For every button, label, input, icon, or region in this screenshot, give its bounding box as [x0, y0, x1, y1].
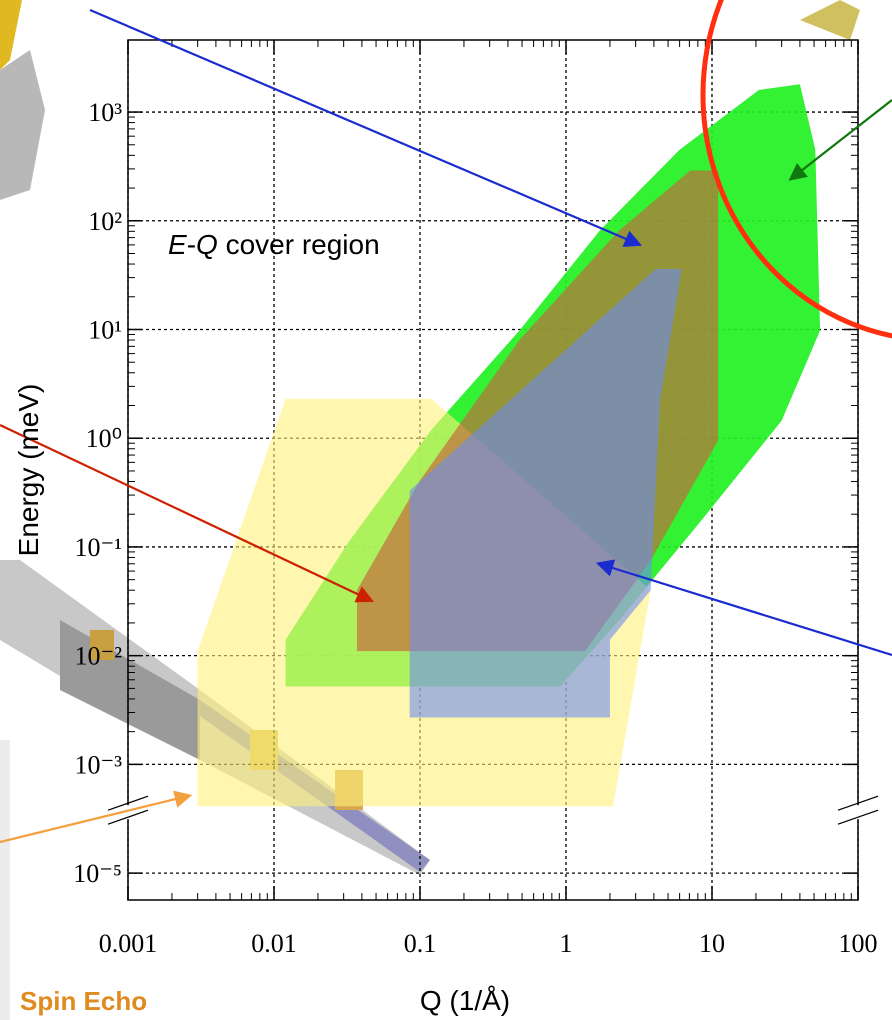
arrow — [90, 10, 638, 244]
y-axis-label: Energy (meV) — [13, 384, 44, 557]
annotation-part: Q — [196, 229, 218, 260]
y-tick-label: 10⁻² — [74, 642, 122, 671]
y-tick-label: 10⁰ — [86, 424, 122, 453]
arrow — [0, 796, 188, 842]
x-tick-label: 10 — [699, 929, 725, 958]
y-tick-label: 10⁻⁵ — [73, 859, 122, 888]
annotation: E-Q cover region — [168, 229, 380, 260]
y-tick-label: 10³ — [88, 98, 122, 127]
chart: 0.001 0.01 0.1 1 10 100 10³ 10² 10¹ 10⁰ 10⁻¹ 10⁻² 10… — [0, 0, 892, 1020]
regions — [198, 84, 820, 806]
annotation-part: E — [168, 229, 187, 260]
y-tick-label: 10⁻¹ — [74, 533, 122, 562]
y-tick-label: 10⁻³ — [74, 750, 122, 779]
x-tick-label: 100 — [839, 929, 878, 958]
footer-label: Spin Echo — [20, 986, 147, 1016]
y-tick-label: 10¹ — [88, 315, 122, 344]
x-tick-label: 0.1 — [404, 929, 437, 958]
annotation-part: - — [187, 229, 196, 260]
x-tick-label: 0.01 — [251, 929, 297, 958]
x-tick-label: 0.001 — [99, 929, 158, 958]
x-tick-label: 1 — [560, 929, 573, 958]
y-tick-label: 10² — [88, 207, 122, 236]
x-axis-label: Q (1/Å) — [420, 985, 510, 1016]
annotation-part: cover region — [218, 229, 380, 260]
